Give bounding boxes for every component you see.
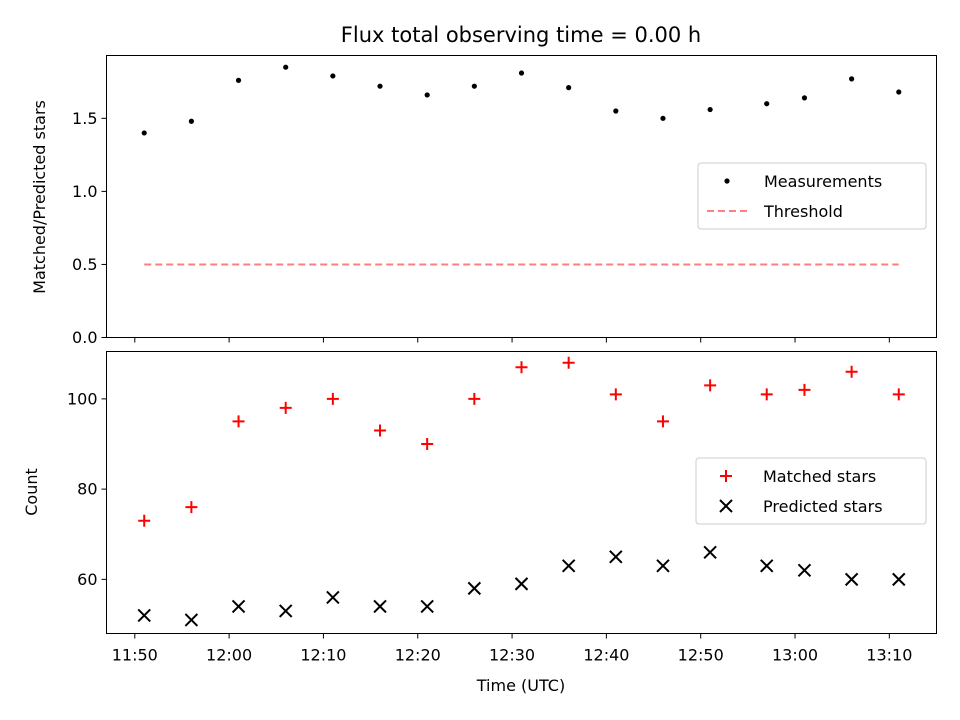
ratio-legend-box: [697, 162, 927, 230]
predicted-star-point: [514, 577, 529, 591]
legend-predicted-marker: [719, 499, 733, 513]
measurement-point: [613, 108, 619, 114]
measurement-point: [471, 83, 477, 89]
count-y-tick-label: 100: [67, 389, 98, 408]
matched-star-point: [562, 356, 575, 369]
matched-star-point: [138, 514, 151, 527]
measurement-point: [283, 64, 289, 70]
ratio-legend: Measurements Threshold: [697, 162, 927, 230]
measurement-point: [377, 83, 383, 89]
predicted-star-point: [656, 559, 670, 573]
measurement-point: [660, 115, 666, 121]
predicted-star-point: [184, 613, 199, 627]
legend-matched-label: Matched stars: [763, 467, 876, 486]
chart-title: Flux total observing time = 0.00 h: [341, 23, 701, 47]
matched-star-point: [515, 361, 528, 374]
measurement-point: [330, 73, 336, 79]
matched-star-point: [468, 392, 481, 405]
x-tick-label: 13:00: [772, 646, 818, 665]
x-tick-label: 12:50: [678, 646, 724, 665]
count-y-tick-label: 80: [77, 480, 97, 499]
measurement-points: [141, 64, 902, 136]
matched-star-point: [185, 501, 198, 514]
predicted-stars-points: [137, 545, 906, 627]
count-panel: 60 80 100 11:50 12:00 12:10 12:20 12:30 12:40 12…: [22, 351, 937, 695]
measurement-point: [849, 76, 855, 82]
matched-stars-points: [138, 356, 905, 527]
x-tick-label: 12:20: [395, 646, 441, 665]
matched-star-point: [845, 365, 858, 378]
x-tick-label: 12:30: [489, 646, 535, 665]
ratio-axes-frame: [106, 55, 937, 338]
measurement-point: [141, 130, 147, 136]
ratio-x-axis-ticks: [134, 337, 890, 343]
predicted-star-point: [844, 572, 859, 587]
matched-star-point: [704, 379, 717, 392]
legend-measurements-marker: [724, 178, 730, 184]
predicted-star-point: [892, 572, 906, 587]
measurement-point: [801, 95, 808, 101]
count-legend: Matched stars Predicted stars: [695, 457, 927, 525]
matched-star-point: [326, 392, 339, 405]
count-axes-frame: [106, 351, 937, 634]
ratio-y-tick-label: 0.5: [72, 255, 97, 274]
ratio-y-axis-ticks: 0.0 0.5 1.0 1.5: [72, 109, 107, 347]
predicted-star-point: [561, 559, 576, 573]
x-axis-label: Time (UTC): [476, 676, 565, 695]
measurement-point: [188, 118, 194, 124]
predicted-star-point: [420, 599, 434, 614]
matched-star-point: [421, 437, 434, 450]
predicted-star-point: [373, 599, 387, 614]
x-tick-label: 12:10: [300, 646, 346, 665]
count-legend-box: [695, 457, 927, 525]
count-y-axis-ticks: 60 80 100: [67, 389, 107, 589]
legend-predicted-label: Predicted stars: [763, 497, 883, 516]
matched-star-point: [279, 401, 292, 414]
x-tick-label: 12:00: [206, 646, 252, 665]
legend-measurements-label: Measurements: [764, 172, 882, 191]
matched-star-point: [892, 388, 905, 401]
measurement-point: [235, 77, 242, 83]
ratio-y-axis-label: Matched/Predicted stars: [30, 100, 49, 294]
legend-matched-marker: [720, 470, 732, 482]
measurement-point: [764, 101, 770, 107]
count-y-axis-label: Count: [22, 468, 41, 516]
predicted-star-point: [609, 550, 623, 564]
ratio-panel: 0.0 0.5 1.0 1.5 Matched/Predicted stars Mea…: [30, 55, 937, 347]
matched-star-point: [609, 388, 622, 401]
predicted-star-point: [797, 563, 812, 578]
predicted-star-point: [137, 608, 151, 623]
x-tick-label: 11:50: [112, 646, 158, 665]
measurement-point: [424, 92, 430, 98]
predicted-star-point: [467, 581, 482, 596]
ratio-y-tick-label: 0.0: [72, 328, 97, 347]
matched-star-point: [798, 383, 811, 396]
predicted-star-point: [278, 604, 293, 618]
matched-star-point: [374, 424, 387, 437]
count-y-tick-label: 60: [77, 570, 97, 589]
predicted-star-point: [326, 590, 340, 605]
predicted-star-point: [231, 599, 246, 614]
measurement-point: [896, 89, 902, 95]
measurement-point: [707, 106, 713, 113]
ratio-y-tick-label: 1.0: [72, 182, 97, 201]
predicted-star-point: [703, 545, 717, 559]
x-tick-label: 12:40: [583, 646, 629, 665]
measurement-point: [518, 70, 525, 76]
ratio-y-tick-label: 1.5: [72, 109, 97, 128]
count-x-axis-ticks: 11:50 12:00 12:10 12:20 12:30 12:40 12:50 13:00…: [112, 633, 912, 665]
matched-star-point: [656, 415, 669, 428]
matched-star-point: [232, 415, 245, 428]
matched-star-point: [760, 388, 773, 401]
x-tick-label: 13:10: [866, 646, 912, 665]
predicted-star-point: [760, 559, 774, 573]
legend-threshold-label: Threshold: [763, 202, 843, 221]
measurement-point: [566, 85, 572, 91]
